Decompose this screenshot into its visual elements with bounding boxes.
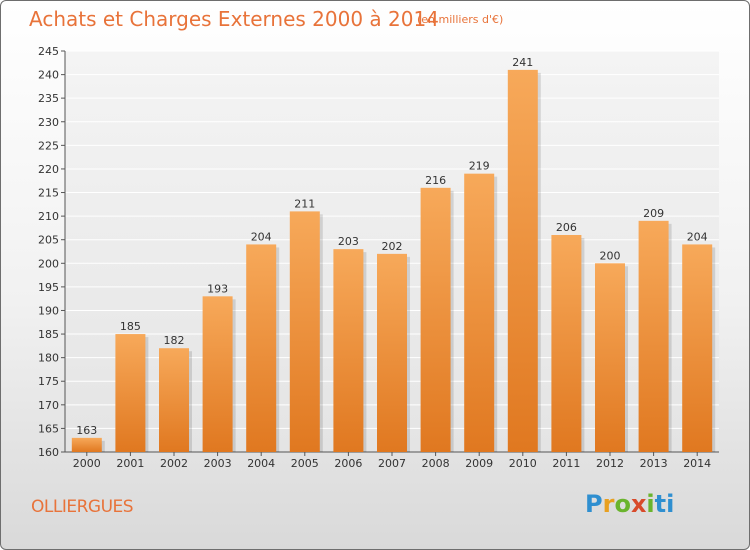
chart-subtitle: (en milliers d'€) [417, 13, 504, 26]
bars [71, 69, 716, 453]
y-tick-label: 245 [38, 45, 59, 58]
x-tick-label-2011: 2011 [552, 457, 580, 470]
data-label-2007: 202 [382, 240, 403, 253]
x-tick-label-2002: 2002 [160, 457, 188, 470]
bar-2009 [464, 173, 495, 453]
bar-2000 [71, 437, 102, 452]
data-label-2010: 241 [512, 56, 533, 69]
y-tick-label: 195 [38, 281, 59, 294]
data-label-2011: 206 [556, 221, 577, 234]
x-tick-label-2000: 2000 [73, 457, 101, 470]
data-label-2009: 219 [469, 160, 490, 173]
bar-2008 [420, 187, 451, 452]
bar-2013 [638, 220, 669, 452]
y-tick-label: 165 [38, 422, 59, 435]
y-tick-label: 180 [38, 352, 59, 365]
x-tick-label-2006: 2006 [334, 457, 362, 470]
bar-2010 [507, 69, 538, 452]
bar-2011 [551, 234, 582, 452]
y-tick-label: 220 [38, 163, 59, 176]
data-label-2002: 182 [164, 334, 185, 347]
data-label-2008: 216 [425, 174, 446, 187]
x-tick-label-2010: 2010 [509, 457, 537, 470]
x-tick-label-2009: 2009 [465, 457, 493, 470]
bar-2007 [377, 253, 407, 452]
y-tick-label: 225 [38, 139, 59, 152]
bar-2005 [289, 211, 320, 452]
data-label-2006: 203 [338, 235, 359, 248]
data-label-2004: 204 [251, 230, 272, 243]
proxiti-logo: Proxiti [585, 490, 675, 518]
data-label-2013: 209 [643, 207, 664, 220]
bar-2003 [202, 296, 233, 452]
x-tick-label-2004: 2004 [247, 457, 275, 470]
y-tick-label: 215 [38, 187, 59, 200]
x-tick-label-2008: 2008 [422, 457, 450, 470]
data-label-2012: 200 [600, 249, 621, 262]
bar-2001 [115, 334, 146, 452]
bar-2002 [159, 348, 189, 452]
bar-2004 [246, 244, 277, 452]
y-tick-label: 170 [38, 399, 59, 412]
x-tick-label-2003: 2003 [204, 457, 232, 470]
x-tick-label-2014: 2014 [683, 457, 711, 470]
y-tick-label: 205 [38, 234, 59, 247]
y-tick-label: 210 [38, 210, 59, 223]
y-tick-label: 240 [38, 69, 59, 82]
data-label-2005: 211 [294, 197, 315, 210]
x-tick-label-2005: 2005 [291, 457, 319, 470]
data-label-2000: 163 [76, 424, 97, 437]
y-tick-label: 235 [38, 92, 59, 105]
town-name: OLLIERGUES [31, 497, 134, 517]
axes: 160 165 170 175 180 185 190 195 200 205 210 215 220 2… [38, 45, 719, 470]
data-label-2014: 204 [687, 230, 708, 243]
bar-2012 [595, 263, 625, 452]
data-labels: 163 185 182 193 204 211 203 202 216 219 241 206 200 2… [76, 56, 707, 437]
y-tick-label: 160 [38, 446, 59, 459]
x-tick-label-2013: 2013 [640, 457, 668, 470]
data-label-2003: 193 [207, 282, 228, 295]
data-label-2001: 185 [120, 320, 141, 333]
y-tick-label: 190 [38, 304, 59, 317]
y-tick-label: 185 [38, 328, 59, 341]
y-tick-label: 200 [38, 257, 59, 270]
chart-title: Achats et Charges Externes 2000 à 2014 [29, 7, 439, 31]
y-tick-label: 175 [38, 375, 59, 388]
x-tick-label-2007: 2007 [378, 457, 406, 470]
x-tick-label-2012: 2012 [596, 457, 624, 470]
y-tick-label: 230 [38, 116, 59, 129]
bar-2006 [333, 249, 364, 452]
x-tick-label-2001: 2001 [116, 457, 144, 470]
bar-2014 [682, 244, 713, 452]
